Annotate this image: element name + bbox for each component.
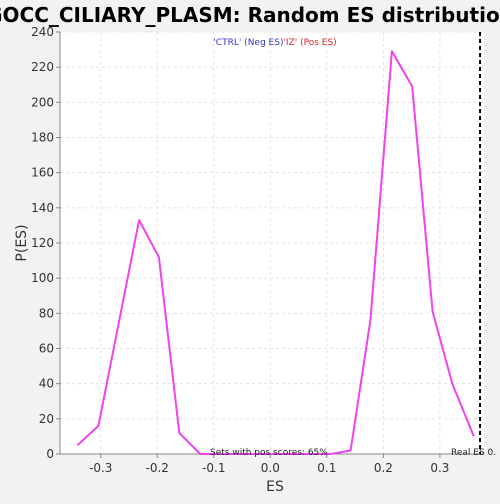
grid-lines <box>60 31 484 454</box>
x-tick-label: -0.2 <box>146 461 169 475</box>
y-tick-label: 160 <box>31 166 54 180</box>
x-tick-label: 0.2 <box>374 461 393 475</box>
y-tick-label: 220 <box>31 60 54 74</box>
real-es-label: Real ES 0. <box>451 448 496 458</box>
legend: 'CTRL' (Neg ES)'IZ' (Pos ES) <box>213 38 336 48</box>
series-line <box>76 50 475 455</box>
y-tick-label: 60 <box>39 342 54 356</box>
y-tick-label: 120 <box>31 236 54 250</box>
y-tick-label: 0 <box>46 447 54 461</box>
x-tick-label: -0.1 <box>202 461 225 475</box>
y-tick-label: 40 <box>39 377 54 391</box>
x-axis-label: ES <box>266 479 284 495</box>
y-axis-label: P(ES) <box>14 224 30 261</box>
series-layer <box>76 50 475 455</box>
legend-pos-label: 'IZ' (Pos ES) <box>283 38 336 48</box>
chart-title: GOCC_CILIARY_PLASM: Random ES distributi… <box>0 3 500 27</box>
y-tick-label: 80 <box>39 306 54 320</box>
x-tick-label: 0.1 <box>317 461 336 475</box>
y-tick-label: 240 <box>31 25 54 39</box>
legend-neg-label: 'CTRL' (Neg ES) <box>213 38 283 48</box>
y-tick-label: 100 <box>31 271 54 285</box>
x-tick-label: -0.3 <box>89 461 112 475</box>
sets-pos-scores-note: Sets with pos scores: 65% <box>210 448 328 458</box>
x-tick-label: 0.3 <box>430 461 449 475</box>
y-tick-label: 180 <box>31 131 54 145</box>
axis-ticks: 0 20 40 60 80 100 120 140 160 180 200 220 240 -0.3 -0.… <box>31 25 449 475</box>
y-tick-label: 140 <box>31 201 54 215</box>
y-tick-label: 20 <box>39 412 54 426</box>
y-tick-label: 200 <box>31 95 54 109</box>
x-tick-label: 0.0 <box>261 461 280 475</box>
